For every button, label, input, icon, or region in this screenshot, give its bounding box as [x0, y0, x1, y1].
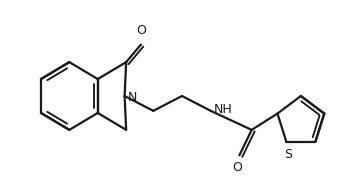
- Text: N: N: [128, 91, 137, 103]
- Text: O: O: [233, 161, 242, 174]
- Text: O: O: [136, 24, 146, 37]
- Text: S: S: [284, 148, 292, 161]
- Text: NH: NH: [214, 103, 233, 116]
